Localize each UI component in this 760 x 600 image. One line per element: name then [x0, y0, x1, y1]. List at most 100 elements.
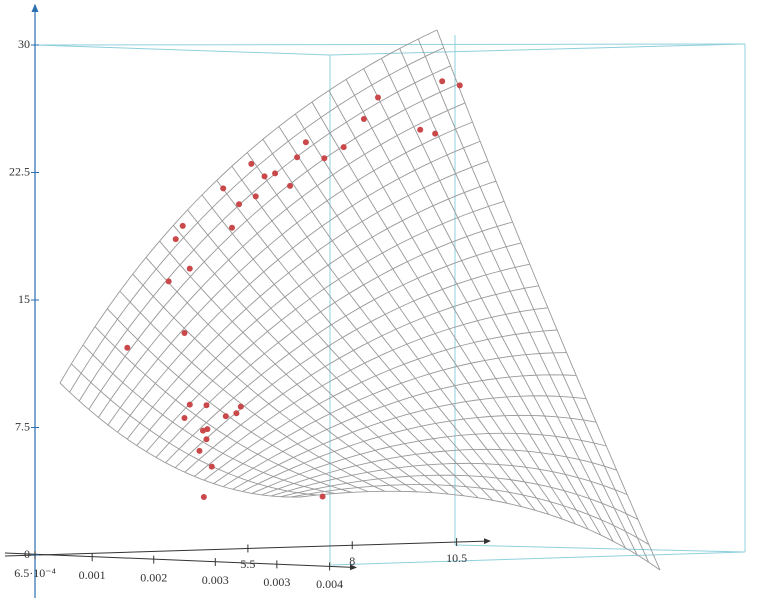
mesh-line — [216, 180, 494, 501]
data-point — [181, 330, 188, 337]
mesh-line — [155, 221, 513, 458]
mesh-line — [203, 329, 558, 481]
data-point — [179, 222, 186, 229]
data-point — [165, 278, 172, 285]
data-point — [340, 144, 347, 151]
surface-mesh — [59, 29, 661, 571]
mesh-line — [107, 121, 473, 426]
mesh-line — [232, 395, 587, 490]
data-point — [222, 413, 229, 420]
mesh-line — [345, 79, 602, 536]
mesh-line — [251, 432, 607, 494]
mesh-line — [262, 139, 536, 511]
data-point — [220, 185, 227, 192]
mesh-line — [261, 448, 617, 496]
data-point — [272, 170, 279, 177]
mesh-line — [399, 48, 638, 556]
data-point — [439, 78, 446, 85]
mesh-line — [159, 240, 433, 494]
mesh-line — [311, 101, 576, 525]
data-point — [203, 402, 210, 409]
data-point — [456, 82, 463, 89]
data-point — [196, 447, 203, 454]
mesh-line — [119, 290, 385, 492]
mesh-line — [299, 490, 661, 571]
data-point — [200, 493, 207, 500]
mesh-line — [132, 273, 402, 492]
mesh-line — [174, 263, 530, 468]
data-point — [208, 463, 215, 470]
mesh-line — [363, 68, 614, 542]
data-point — [237, 403, 244, 410]
mesh-line — [94, 326, 352, 493]
data-point — [172, 236, 179, 243]
x-tick-label: 0.004 — [316, 577, 343, 591]
mesh-line — [173, 224, 449, 495]
data-point — [236, 201, 243, 208]
mesh-line — [98, 102, 466, 418]
data-point — [374, 94, 381, 101]
mesh-line — [126, 160, 489, 440]
mesh-line — [145, 257, 418, 493]
mesh-line — [222, 374, 577, 488]
mesh-line — [271, 462, 628, 497]
mesh-line — [201, 194, 479, 499]
data-point — [252, 193, 259, 200]
x-tick-label: 6.5·10⁻⁴ — [14, 566, 56, 580]
mesh-line — [381, 58, 626, 549]
z-tick-label: 0 — [24, 547, 30, 561]
mesh-line — [184, 285, 539, 473]
data-point — [233, 410, 240, 417]
mesh-line — [278, 126, 550, 515]
mesh-line — [146, 200, 505, 452]
data-point — [319, 493, 326, 500]
mesh-line — [117, 140, 481, 433]
mesh-line — [82, 344, 335, 494]
mesh-line — [88, 83, 458, 410]
data-point — [186, 265, 193, 272]
mesh-line — [59, 29, 438, 384]
mesh-line — [106, 308, 369, 493]
mesh-line — [213, 352, 567, 484]
mesh-line — [290, 484, 650, 545]
x-tick-label: 0.001 — [79, 568, 106, 582]
data-point — [417, 126, 424, 133]
x-axis — [4, 552, 357, 571]
bounding-box — [34, 35, 746, 566]
data-point — [228, 224, 235, 231]
mesh-line — [194, 307, 548, 477]
mesh-line — [328, 90, 589, 530]
mesh-line — [59, 382, 301, 498]
y-tick-label: 8 — [349, 554, 355, 568]
x-tick-label: 0.003 — [263, 575, 290, 589]
data-point — [432, 130, 439, 137]
mesh-line — [246, 152, 522, 507]
data-point — [186, 401, 193, 408]
data-point — [360, 116, 367, 123]
z-tick-label: 22.5 — [9, 164, 30, 178]
mesh-line — [165, 242, 522, 464]
data-point — [181, 415, 188, 422]
z-tick-label: 15 — [18, 292, 30, 306]
y-tick-label: 5.5 — [240, 557, 255, 571]
mesh-line — [417, 38, 650, 563]
z-tick-label: 30 — [18, 37, 30, 51]
data-point — [294, 154, 301, 161]
data-point — [204, 426, 211, 433]
mesh-line — [71, 363, 318, 496]
mesh-line — [231, 165, 508, 504]
z-tick-label: 7.5 — [15, 419, 30, 433]
mesh-line — [242, 414, 597, 492]
mesh-line — [436, 29, 661, 571]
x-tick-label: 0.003 — [202, 573, 229, 587]
data-point — [287, 182, 294, 189]
data-point — [124, 344, 131, 351]
x-tick-label: 0.002 — [140, 570, 167, 584]
mesh-line — [294, 113, 563, 520]
mesh-line — [280, 474, 639, 520]
data-point — [321, 155, 328, 162]
mesh-line — [69, 47, 444, 393]
data-point — [248, 160, 255, 167]
mesh-line — [78, 65, 451, 402]
